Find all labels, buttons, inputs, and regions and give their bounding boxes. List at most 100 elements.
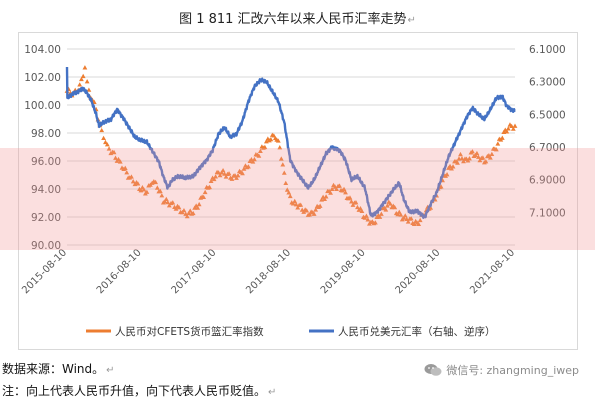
right-tick-label: 6.1000 — [529, 44, 566, 56]
cfets-point — [86, 87, 92, 92]
left-axis-ticks: 104.00 102.00 100.00 98.00 96.00 94.00 92.00 90… — [24, 44, 61, 252]
cfets-point — [317, 203, 323, 208]
cfets-point — [290, 201, 296, 206]
cfets-series — [64, 65, 518, 227]
cfets-point — [458, 151, 463, 157]
cfets-point — [298, 202, 304, 207]
x-tick-label: 2016-08-10 — [95, 247, 144, 296]
cfets-point — [384, 203, 390, 208]
cfets-point — [129, 174, 134, 179]
cfets-point — [256, 153, 262, 158]
cfets-point — [474, 150, 480, 156]
cfets-point — [113, 155, 118, 160]
cfets-point — [281, 170, 287, 175]
cfets-point — [157, 188, 163, 194]
left-tick-label: 92.00 — [31, 212, 61, 224]
watermark-text: 微信号: zhangming_iwep — [446, 364, 579, 377]
cfets-point — [103, 139, 108, 145]
legend-label-usd: 人民币兑美元汇率（右轴、逆序） — [338, 325, 496, 338]
x-tick-label: 2020-08-10 — [394, 247, 443, 296]
cfets-point — [401, 215, 407, 220]
cfets-point — [262, 144, 268, 150]
data-source-note: 数据来源：Wind。 ↵ — [2, 362, 115, 376]
cfets-point — [201, 194, 207, 200]
cfets-point — [329, 186, 335, 191]
cfets-point — [116, 156, 121, 162]
figure-title: 图 1 811 汇改六年以来人民币汇率走势↵ — [179, 12, 416, 27]
cfets-point — [286, 190, 292, 195]
cfets-point — [353, 200, 359, 205]
cfets-point — [173, 206, 179, 211]
cfets-point — [217, 172, 223, 178]
x-tick-label: 2021-08-10 — [468, 247, 517, 296]
x-tick-label: 2019-08-10 — [319, 247, 368, 296]
cfets-point — [365, 217, 371, 222]
cfets-point — [80, 73, 86, 79]
cfets-point — [292, 198, 298, 204]
left-tick-label: 94.00 — [31, 184, 61, 196]
x-axis-ticks: 2015-08-10 2016-08-10 2017-08-10 2018-08-10… — [20, 247, 517, 296]
cfets-point — [304, 208, 310, 213]
x-tick-label: 2015-08-10 — [20, 247, 69, 296]
cfets-point — [135, 181, 141, 186]
cfets-point — [328, 190, 333, 195]
cfets-point — [408, 216, 414, 221]
cfets-point — [395, 211, 401, 217]
cfets-point — [187, 208, 193, 213]
usd-line — [65, 66, 516, 219]
cfets-point — [402, 213, 408, 218]
cfets-point — [512, 123, 518, 128]
cfets-point — [450, 164, 456, 169]
cfets-point — [295, 205, 301, 210]
cfets-point — [378, 211, 384, 216]
cfets-point — [301, 209, 307, 214]
cfets-point — [377, 214, 383, 219]
cfets-point — [277, 145, 283, 150]
cfets-point — [495, 141, 501, 146]
cfets-point — [509, 123, 515, 129]
cfets-point — [476, 154, 481, 159]
cfets-point — [154, 185, 160, 190]
cfets-point — [104, 142, 110, 147]
cfets-point — [241, 166, 247, 171]
cfets-point — [163, 196, 169, 202]
cfets-point — [82, 65, 88, 70]
cfets-point — [411, 221, 417, 227]
cfets-point — [398, 212, 404, 217]
legend: 人民币对CFETS货币篮汇率指数 人民币兑美元汇率（右轴、逆序） — [86, 325, 496, 338]
cfets-point — [216, 170, 221, 175]
cfets-point — [323, 194, 329, 199]
cfets-point — [438, 184, 444, 189]
cfets-point — [213, 174, 218, 179]
cfets-point — [234, 175, 239, 180]
cfets-point — [246, 164, 251, 169]
cfets-point — [347, 195, 353, 200]
cfets-point — [159, 193, 165, 198]
cfets-point — [341, 186, 347, 192]
cfets-point — [130, 179, 136, 184]
wechat-icon — [424, 364, 442, 376]
chart-frame: 104.00 102.00 100.00 98.00 96.00 94.00 92.00 90… — [18, 32, 578, 350]
cfets-point — [141, 187, 147, 192]
cfets-point — [510, 126, 516, 131]
left-tick-label: 96.00 — [31, 156, 61, 168]
cfets-point — [176, 205, 182, 210]
cfets-point — [493, 147, 499, 152]
x-tick-label: 2018-08-10 — [244, 247, 293, 296]
cfets-point — [358, 205, 363, 211]
cfets-point — [337, 183, 342, 188]
cfets-point — [487, 155, 493, 160]
cfets-point — [467, 156, 472, 161]
cfets-point — [153, 179, 159, 185]
right-tick-label: 6.7000 — [529, 142, 566, 154]
cfets-point — [84, 79, 90, 84]
cfets-point — [350, 202, 356, 207]
cfets-point — [372, 220, 378, 225]
cfets-point — [489, 151, 495, 157]
cfets-point — [392, 204, 398, 210]
direction-note: 注：向上代表人民币升值，向下代表人民币贬值。 ↵ — [2, 384, 277, 398]
cfets-point — [166, 203, 172, 208]
cfets-point — [190, 210, 196, 216]
exchange-rate-chart: 104.00 102.00 100.00 98.00 96.00 94.00 92.00 90… — [20, 44, 566, 338]
cfets-point — [207, 184, 213, 190]
